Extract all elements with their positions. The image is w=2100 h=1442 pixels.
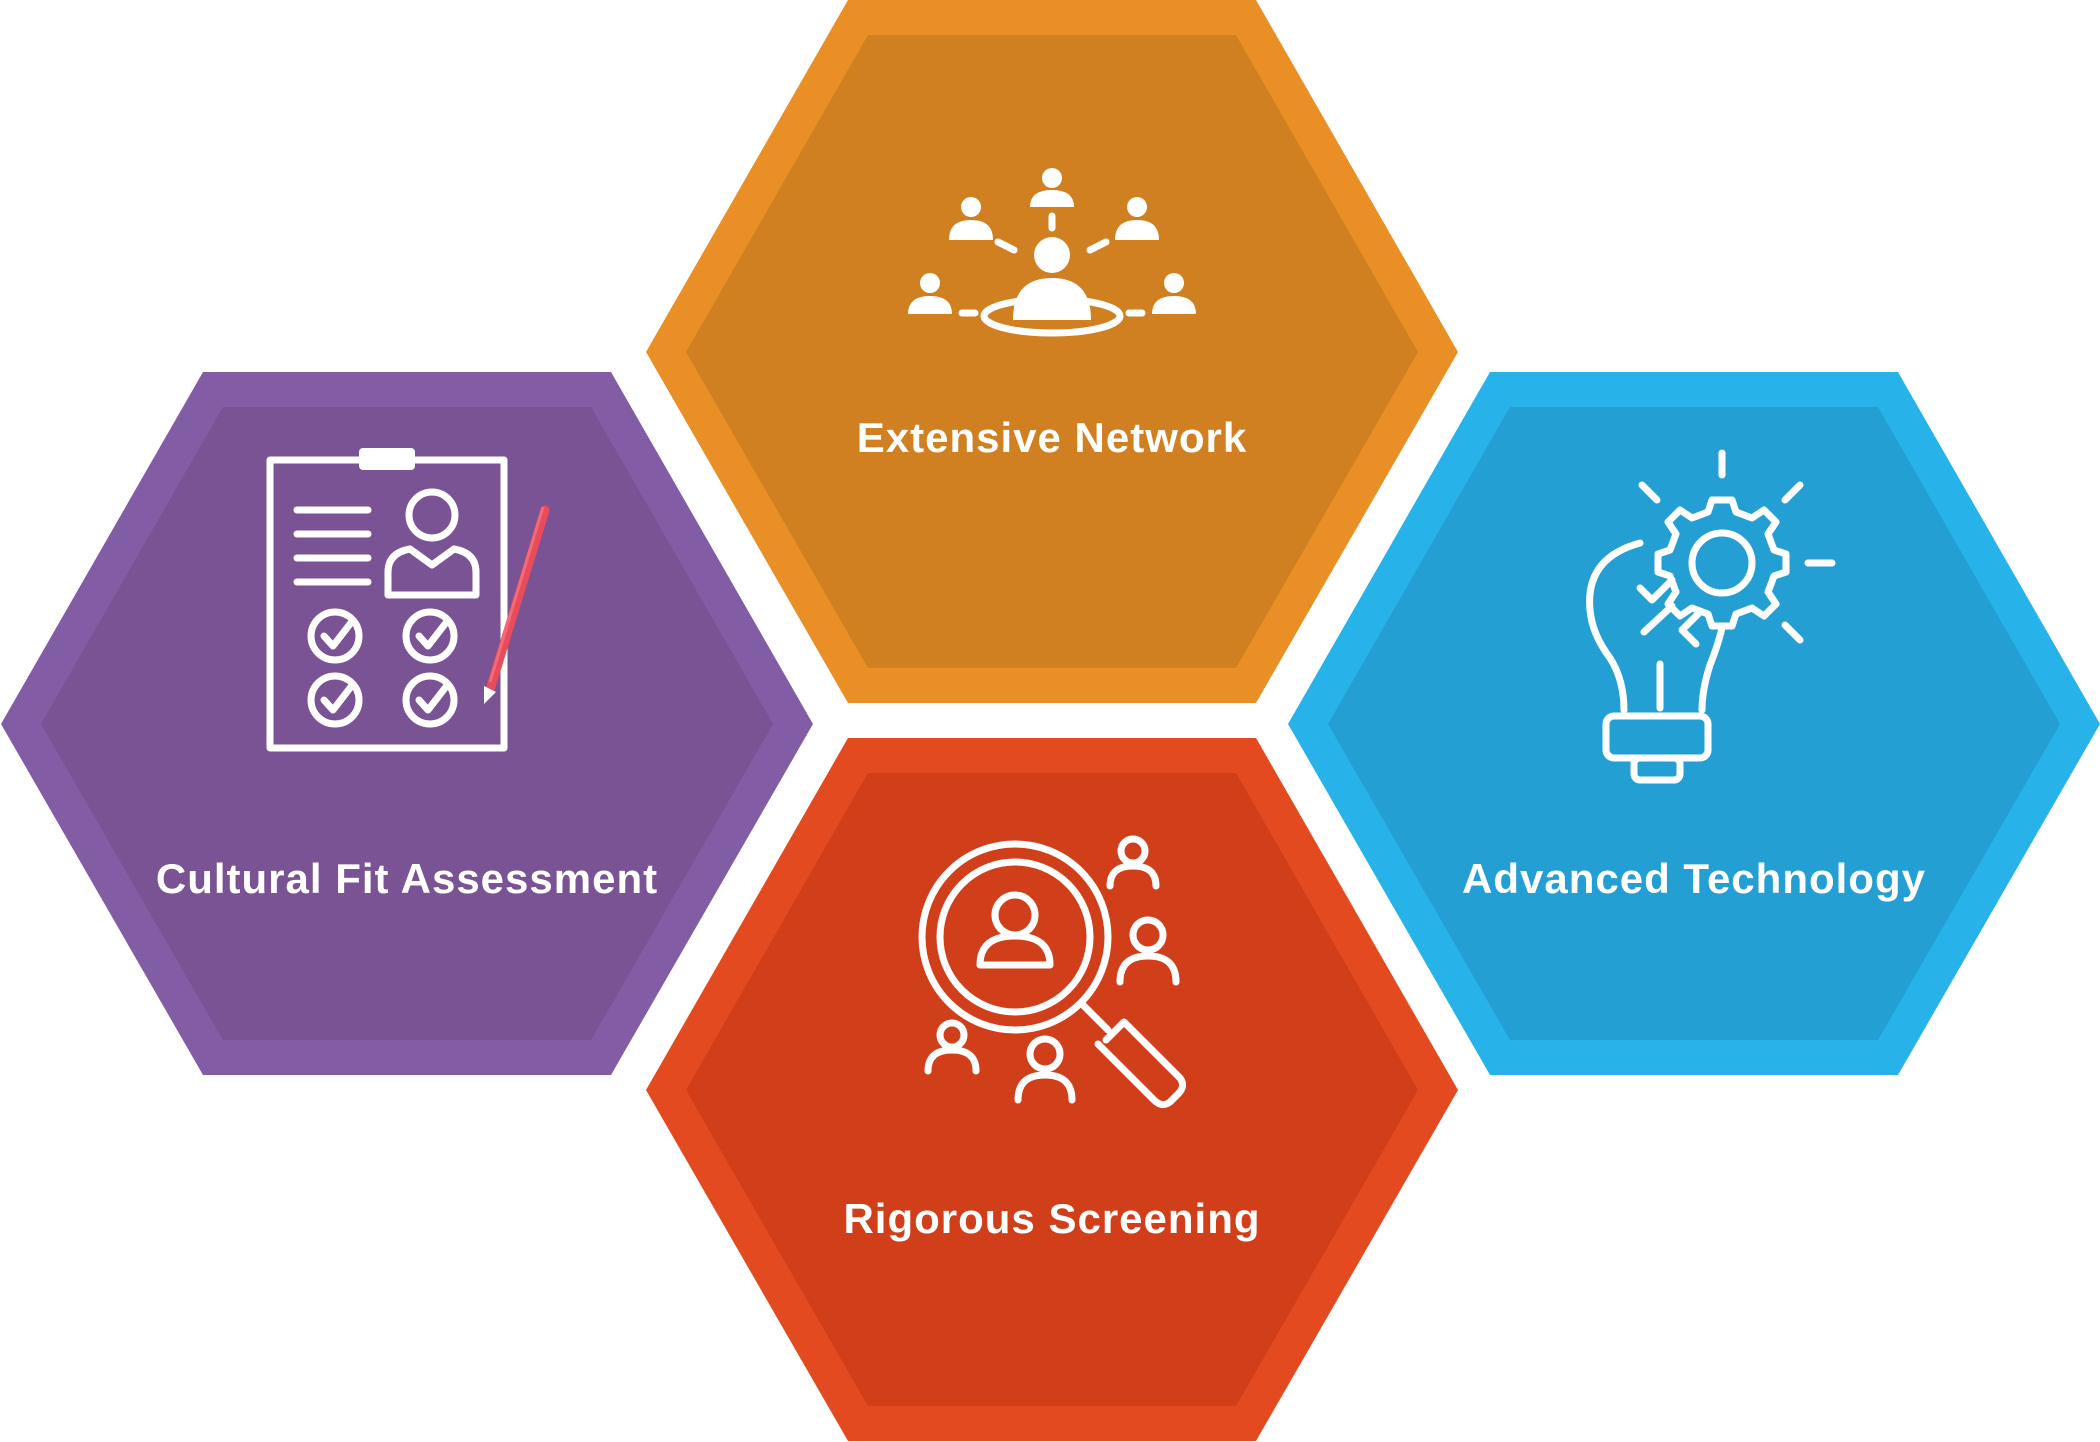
network-people-icon [908, 168, 1196, 337]
hex-culture-inner [41, 407, 773, 1040]
pencil-icon [485, 505, 550, 695]
hex-culture-label: Cultural Fit Assessment [156, 855, 658, 902]
clipboard-checklist-icon [266, 448, 550, 752]
hex-network-label: Extensive Network [857, 414, 1248, 461]
hex-rigorous-screening: Rigorous Screening [646, 738, 1458, 1441]
hex-cultural-fit: Cultural Fit Assessment [1, 372, 813, 1075]
hex-extensive-network: Extensive Network [646, 0, 1458, 703]
hex-advanced-technology: Advanced Technology [1288, 372, 2100, 1075]
lightbulb-gear-icon [1586, 449, 1836, 784]
magnifier-people-icon [918, 835, 1187, 1109]
hex-network-inner [686, 35, 1418, 668]
hex-screening-label: Rigorous Screening [843, 1195, 1260, 1242]
hex-screening-inner [686, 773, 1418, 1406]
hex-tech-label: Advanced Technology [1462, 855, 1926, 902]
hex-tech-inner [1328, 407, 2060, 1040]
